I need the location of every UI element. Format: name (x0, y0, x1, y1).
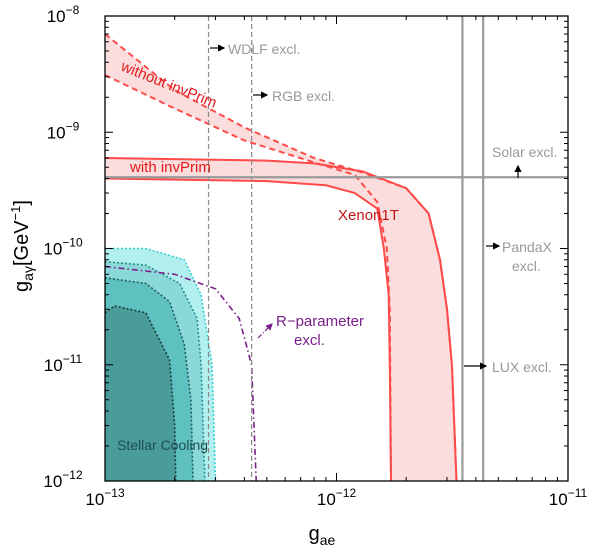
x-axis-label-sub: ae (320, 532, 336, 546)
y-axis-label-main: g (11, 281, 33, 292)
rgb-label: RGB excl. (272, 88, 335, 104)
stellar-contour-line-4 (105, 305, 177, 481)
rparameter-line (105, 265, 257, 481)
y-tick-label-base: 10 (44, 356, 63, 375)
y-tick-label-exponent: −12 (62, 468, 83, 482)
y-axis-label-unit-exp: −1 (8, 206, 23, 221)
x-tick-label-exponent: −12 (336, 486, 357, 500)
y-tick-label: 10−9 (47, 119, 80, 142)
stellar-contour-fill-4 (105, 306, 176, 481)
y-tick-label: 10−12 (43, 468, 83, 491)
y-tick-label-base: 10 (43, 472, 62, 491)
with-invprim-label: with invPrim (129, 159, 211, 176)
y-axis-label-unit: [GeV (11, 220, 33, 266)
stellar-contour-line-2 (105, 260, 206, 481)
lux-label: LUX excl. (492, 359, 552, 375)
filled-regions (105, 34, 457, 481)
x-tick-labels: 10−13 10−12 10−11 (85, 486, 587, 509)
y-tick-label-exponent: −11 (63, 352, 83, 366)
y-tick-label: 10−8 (47, 3, 80, 26)
x-tick-label-base: 10 (549, 490, 568, 509)
stellar-contour-line-1 (105, 247, 217, 481)
pandax-label-line2: excl. (512, 258, 541, 274)
y-axis-label-sub: aγ (20, 266, 36, 281)
x-tick-label-exponent: −11 (568, 486, 588, 500)
y-tick-label-base: 10 (43, 240, 62, 259)
axis-ticks (104, 16, 568, 482)
limit-lines (105, 16, 568, 481)
x-tick-label: 10−13 (85, 486, 125, 509)
x-tick-label: 10−11 (549, 486, 588, 509)
rparam-label-line1: R−parameter (276, 313, 364, 330)
x-tick-label-base: 10 (317, 490, 336, 509)
band-with-invprim-fill (105, 158, 457, 481)
y-tick-label-exponent: −9 (66, 119, 80, 133)
y-axis-label-close: ] (11, 200, 33, 206)
y-axis-label: gaγ[GeV−1] (8, 200, 36, 292)
xenon1t-label: Xenon1T (338, 207, 399, 224)
y-tick-label-base: 10 (47, 7, 66, 26)
y-tick-label-exponent: −8 (66, 3, 80, 17)
stellar-cooling-label: Stellar Cooling (117, 437, 208, 453)
y-tick-label-exponent: −10 (62, 236, 83, 250)
y-tick-label-base: 10 (47, 123, 66, 142)
pandax-label-line1: PandaX (502, 239, 552, 255)
x-axis-label: gae (309, 523, 336, 546)
rparam-label-line2: excl. (294, 332, 325, 349)
y-tick-label: 10−11 (44, 352, 83, 375)
x-tick-label-exponent: −13 (104, 486, 125, 500)
solar-label: Solar excl. (492, 144, 557, 160)
x-tick-label: 10−12 (317, 486, 357, 509)
x-tick-label-base: 10 (85, 490, 104, 509)
y-tick-label: 10−10 (43, 236, 83, 259)
wdlf-label: WDLF excl. (228, 41, 300, 57)
with-invprim-lower-line (105, 177, 392, 481)
stellar-contour-line-3 (105, 277, 194, 481)
with-invprim-upper-line (105, 157, 458, 481)
x-axis-label-main: g (309, 523, 320, 545)
series-curves (105, 33, 458, 481)
rparam-arrow (257, 323, 273, 339)
